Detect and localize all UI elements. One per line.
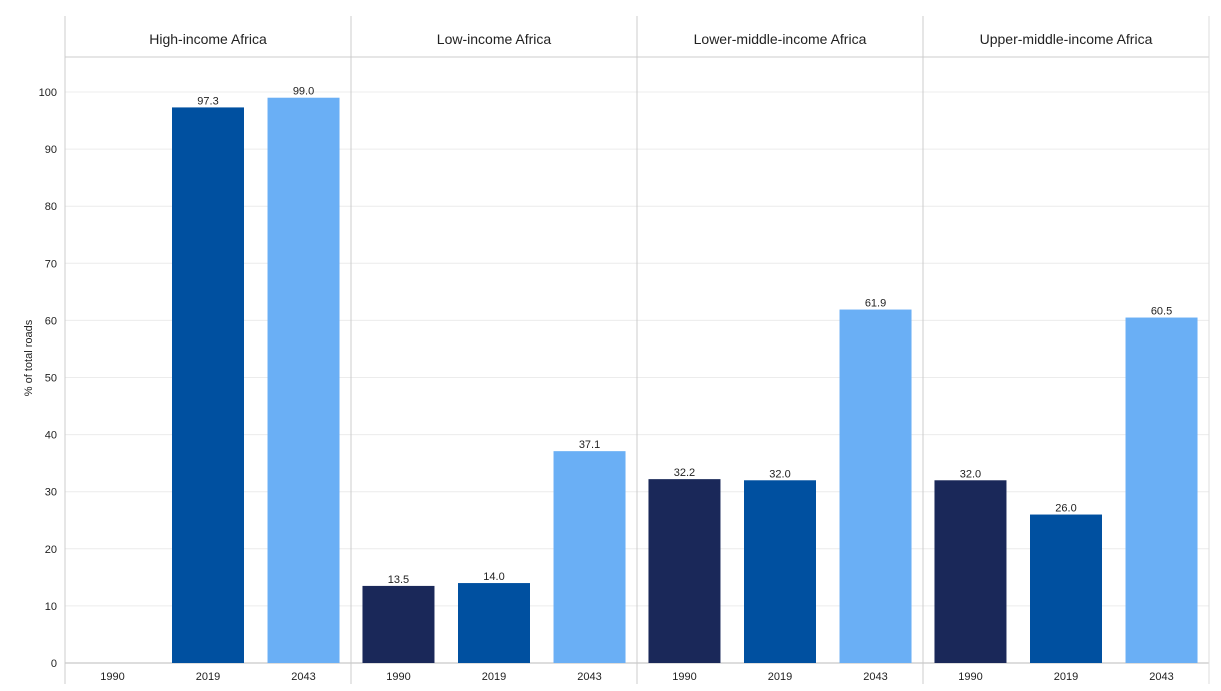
panel-title: High-income Africa: [149, 31, 267, 47]
panel-title: Low-income Africa: [437, 31, 552, 47]
y-tick-label: 10: [45, 601, 57, 613]
panel-title: Lower-middle-income Africa: [694, 31, 867, 47]
y-tick-label: 80: [45, 201, 57, 213]
bar: [553, 451, 626, 663]
bar: [934, 480, 1007, 663]
x-tick-label: 2043: [577, 671, 601, 683]
data-label: 60.5: [1151, 306, 1172, 318]
panel-title: Upper-middle-income Africa: [980, 31, 1153, 47]
data-label: 99.0: [293, 86, 314, 98]
y-axis: 0 10 20 30 40 50 60 70 80 90 100: [39, 87, 57, 670]
x-tick-label: 1990: [672, 671, 696, 683]
y-tick-label: 50: [45, 373, 57, 385]
data-label: 26.0: [1055, 503, 1076, 515]
data-label: 61.9: [865, 298, 886, 310]
data-label: 13.5: [388, 574, 409, 586]
bar: [362, 585, 435, 663]
bar: [839, 309, 912, 663]
data-label: 14.0: [483, 571, 504, 583]
panel: Upper-middle-income Africa 32.0 1990 26.0 20…: [934, 31, 1198, 683]
x-tick-label: 1990: [958, 671, 982, 683]
panel: Lower-middle-income Africa 32.2 1990 32.0 20…: [648, 31, 912, 683]
y-tick-label: 60: [45, 315, 57, 327]
x-tick-label: 2043: [1149, 671, 1173, 683]
y-tick-label: 70: [45, 258, 57, 270]
y-tick-label: 40: [45, 430, 57, 442]
bar: [267, 97, 340, 663]
data-label: 32.0: [960, 468, 981, 480]
x-tick-label: 1990: [386, 671, 410, 683]
chart-panels: High-income Africa199097.3201999.02043Lo…: [64, 16, 1210, 684]
bar: [1030, 514, 1102, 663]
y-axis-label: % of total roads: [23, 319, 35, 396]
y-tick-label: 90: [45, 144, 57, 156]
panel: Low-income Africa 13.5 1990 14.0 2019 37.1 204…: [362, 31, 626, 683]
data-label: 37.1: [579, 439, 600, 451]
data-label: 32.2: [674, 467, 695, 479]
x-tick-label: 2019: [1054, 671, 1078, 683]
bar: [458, 583, 530, 663]
bar: [744, 480, 816, 663]
x-tick-label: 2043: [291, 671, 315, 683]
panel: High-income Africa 1990 97.3 2019 99.0 2043: [100, 31, 340, 683]
y-tick-label: 0: [51, 658, 57, 670]
bar: [648, 479, 721, 663]
x-tick-label: 2019: [768, 671, 792, 683]
data-label: 32.0: [769, 468, 790, 480]
x-tick-label: 2019: [482, 671, 506, 683]
data-label: 97.3: [197, 95, 218, 107]
y-tick-label: 20: [45, 544, 57, 556]
x-tick-label: 2019: [196, 671, 220, 683]
y-tick-label: 30: [45, 487, 57, 499]
y-tick-label: 100: [39, 87, 57, 99]
bar: [172, 107, 244, 664]
x-tick-label: 1990: [100, 671, 124, 683]
bar: [1125, 317, 1198, 663]
x-tick-label: 2043: [863, 671, 887, 683]
